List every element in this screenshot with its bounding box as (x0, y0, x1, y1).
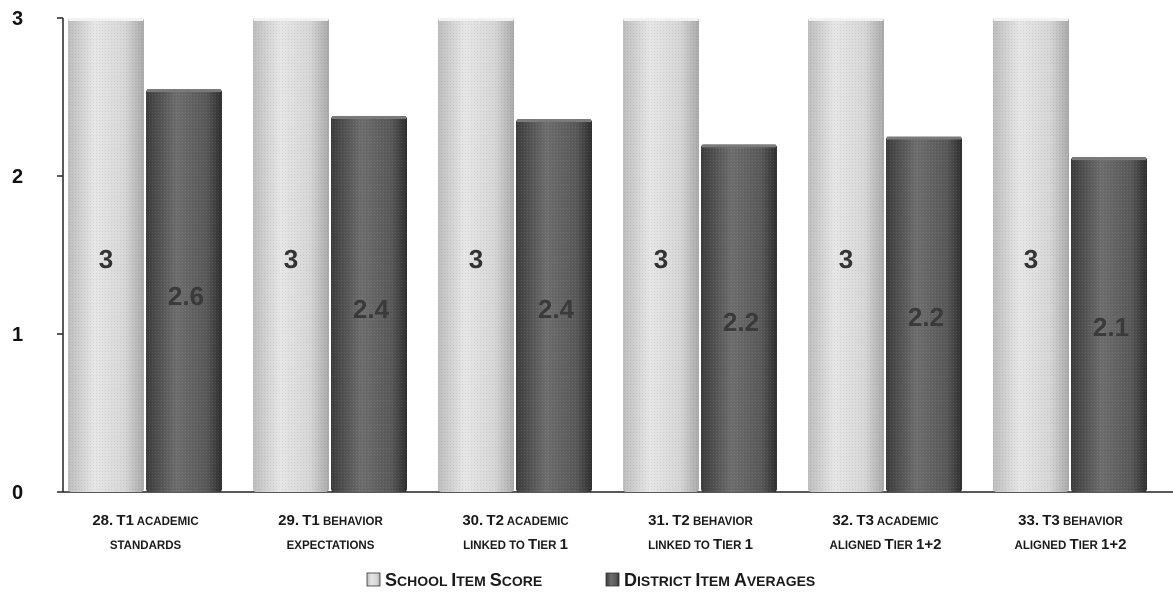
value-labels: 3 2.6 3 2.4 3 2.4 3 2.2 3 2.2 3 2.1 (99, 244, 1129, 342)
bar-texture (1071, 157, 1147, 493)
y-tick-label: 0 (12, 482, 23, 504)
category-label: 29. T1 BEHAVIOR (278, 512, 383, 529)
bar-top-cap (517, 119, 591, 123)
bar-top-cap (994, 18, 1068, 21)
school-value-label: 3 (469, 244, 483, 274)
district-value-label: 2.2 (723, 307, 759, 337)
bar-texture (68, 18, 144, 492)
bar-top-cap (254, 18, 328, 21)
bar-texture (623, 18, 699, 492)
category-label: ALIGNED TIER 1+2 (830, 536, 942, 553)
bar-top-cap (702, 144, 776, 148)
y-tick-label: 3 (12, 8, 23, 30)
legend: SCHOOL ITEM SCORE DISTRICT ITEM AVERAGES (366, 570, 815, 590)
bar-texture (146, 89, 222, 492)
bar-top-cap (624, 18, 698, 21)
bar-texture (701, 144, 777, 492)
category-label: 32. T3 ACADEMIC (832, 512, 938, 529)
bar-top-cap (69, 18, 143, 21)
bars (68, 18, 1147, 493)
legend-label: SCHOOL ITEM SCORE (385, 570, 542, 590)
category-label: LINKED TO TIER 1 (463, 536, 568, 553)
district-value-label: 2.6 (168, 281, 204, 311)
category-label: STANDARDS (110, 540, 182, 552)
category-label: EXPECTATIONS (287, 540, 375, 552)
bar-texture (253, 18, 329, 492)
bar-texture (808, 18, 884, 492)
bar-top-cap (809, 18, 883, 21)
y-tick-label: 2 (12, 166, 23, 188)
bar-texture (516, 119, 592, 493)
category-label: ALIGNED TIER 1+2 (1015, 536, 1127, 553)
bar-top-cap (887, 136, 961, 140)
bar-texture (886, 136, 962, 492)
district-value-label: 2.4 (353, 294, 390, 324)
bar-top-cap (147, 89, 221, 93)
legend-swatch-district (605, 572, 620, 587)
district-value-label: 2.1 (1093, 312, 1129, 342)
category-label: 28. T1 ACADEMIC (92, 512, 198, 529)
bar-top-cap (1072, 157, 1146, 161)
school-value-label: 3 (1024, 244, 1038, 274)
district-value-label: 2.2 (908, 302, 944, 332)
school-value-label: 3 (654, 244, 668, 274)
category-label: LINKED TO TIER 1 (648, 536, 753, 553)
category-label: 31. T2 BEHAVIOR (648, 512, 753, 529)
legend-label: DISTRICT ITEM AVERAGES (624, 570, 815, 590)
district-value-label: 2.4 (538, 294, 575, 324)
bar-texture (331, 115, 407, 493)
bar-top-cap (439, 18, 513, 21)
school-value-label: 3 (99, 244, 113, 274)
bar-texture (993, 18, 1069, 492)
bar-texture (438, 18, 514, 492)
legend-swatch-school (366, 572, 381, 587)
y-tick-label: 1 (12, 324, 23, 346)
school-value-label: 3 (839, 244, 853, 274)
school-value-label: 3 (284, 244, 298, 274)
category-labels: 28. T1 ACADEMIC STANDARDS 29. T1 BEHAVIOR E… (92, 512, 1126, 553)
category-label: 30. T2 ACADEMIC (462, 512, 568, 529)
y-axis-ticks: 0 1 2 3 (12, 8, 63, 504)
category-label: 33. T3 BEHAVIOR (1018, 512, 1123, 529)
bar-top-cap (332, 115, 406, 119)
